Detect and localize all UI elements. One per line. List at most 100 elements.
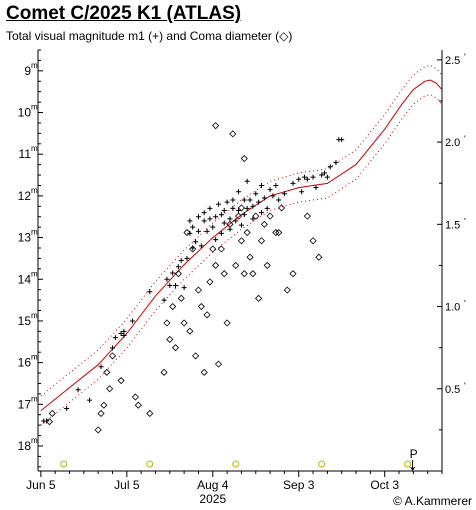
coma-point	[260, 220, 268, 228]
magnitude-point	[98, 364, 104, 370]
magnitude-point	[253, 191, 259, 197]
perihelion-arrowhead	[410, 466, 416, 471]
magnitude-point	[187, 230, 193, 236]
y-left-unit-label: m	[31, 311, 38, 320]
y-left-unit-label: m	[31, 228, 38, 237]
y-left-unit-label: m	[31, 436, 38, 445]
y-left-tick-label: 12	[18, 189, 32, 203]
date-marker	[318, 460, 326, 468]
coma-point	[189, 245, 197, 253]
magnitude-point	[161, 297, 167, 303]
chart-subtitle: Total visual magnitude m1 (+) and Coma d…	[6, 29, 293, 43]
model-band-upper	[40, 64, 443, 397]
magnitude-point	[241, 197, 247, 203]
coma-point	[100, 401, 108, 409]
magnitude-point	[304, 176, 310, 182]
magnitude-point	[201, 218, 207, 224]
coma-point	[272, 228, 280, 237]
coma-point	[246, 253, 254, 261]
coma-point	[240, 154, 248, 163]
date-marker	[404, 460, 412, 468]
magnitude-point	[299, 189, 305, 195]
magnitude-point	[267, 187, 273, 193]
x-tick-label: Jun 5	[26, 478, 56, 492]
magnitude-point	[281, 191, 287, 197]
magnitude-point	[319, 172, 325, 178]
coma-point	[183, 228, 191, 237]
date-marker	[60, 460, 68, 468]
y-right-unit-label: '	[464, 134, 466, 144]
coma-point	[212, 261, 220, 269]
coma-point	[200, 368, 208, 376]
coma-point	[146, 409, 154, 418]
coma-point	[163, 319, 171, 327]
date-marker	[232, 460, 240, 468]
coma-point	[214, 360, 223, 368]
coma-point	[48, 409, 56, 418]
magnitude-point	[64, 405, 70, 411]
coma-point	[255, 294, 263, 302]
magnitude-point	[221, 220, 227, 226]
x-tick-label: Sep 3	[283, 478, 315, 492]
magnitude-point	[213, 214, 219, 220]
coma-point	[177, 294, 185, 302]
magnitude-point	[290, 180, 296, 186]
coma-point	[283, 286, 291, 294]
magnitude-point	[270, 193, 276, 199]
coma-point	[160, 368, 168, 376]
magnitude-point	[261, 195, 267, 201]
coma-point	[252, 212, 260, 220]
magnitude-point	[195, 228, 201, 234]
magnitude-point	[221, 207, 227, 213]
magnitude-point	[193, 239, 199, 245]
y-left-tick-label: 9	[24, 64, 31, 78]
coma-point	[263, 261, 271, 269]
y-left-unit-label: m	[31, 61, 38, 70]
magnitude-point	[75, 387, 81, 393]
magnitude-point	[213, 237, 219, 243]
coma-point	[237, 204, 245, 212]
magnitude-point	[250, 216, 256, 222]
coma-point	[134, 401, 142, 409]
y-right-tick-label: 1.0	[445, 302, 460, 314]
coma-point	[289, 270, 297, 278]
coma-point	[275, 228, 283, 237]
magnitude-point	[233, 218, 239, 224]
magnitude-point	[207, 216, 213, 222]
magnitude-point	[244, 205, 250, 211]
model-band-lower	[40, 94, 443, 426]
magnitude-point	[170, 270, 176, 276]
magnitude-point	[121, 333, 127, 339]
y-right-tick-label: 1.5	[445, 219, 460, 231]
coma-point	[131, 393, 139, 401]
magnitude-point	[218, 230, 224, 236]
coma-point	[212, 122, 220, 130]
magnitude-point	[224, 199, 230, 205]
coma-point	[223, 319, 231, 327]
coma-point	[240, 270, 248, 278]
coma-point	[106, 385, 114, 393]
coma-point	[249, 270, 257, 278]
coma-point	[220, 270, 228, 278]
coma-point	[309, 237, 317, 245]
magnitude-point	[310, 174, 316, 180]
magnitude-point	[207, 205, 213, 211]
y-left-tick-label: 18	[18, 439, 32, 453]
magnitude-point	[121, 328, 127, 334]
coma-point	[237, 237, 245, 245]
coma-point	[226, 220, 234, 228]
coma-point	[97, 409, 105, 418]
y-left-tick-label: 16	[18, 356, 32, 370]
y-left-unit-label: m	[31, 394, 38, 403]
magnitude-point	[247, 197, 253, 203]
magnitude-point	[324, 174, 330, 180]
coma-point	[315, 253, 323, 261]
coma-point	[277, 204, 286, 212]
magnitude-point	[201, 210, 207, 216]
coma-point	[194, 286, 203, 294]
magnitude-point	[258, 210, 264, 216]
magnitude-point	[112, 335, 118, 341]
y-left-tick-label: 15	[18, 314, 32, 328]
x-tick-label: Oct 3	[370, 478, 399, 492]
date-marker	[146, 460, 154, 468]
